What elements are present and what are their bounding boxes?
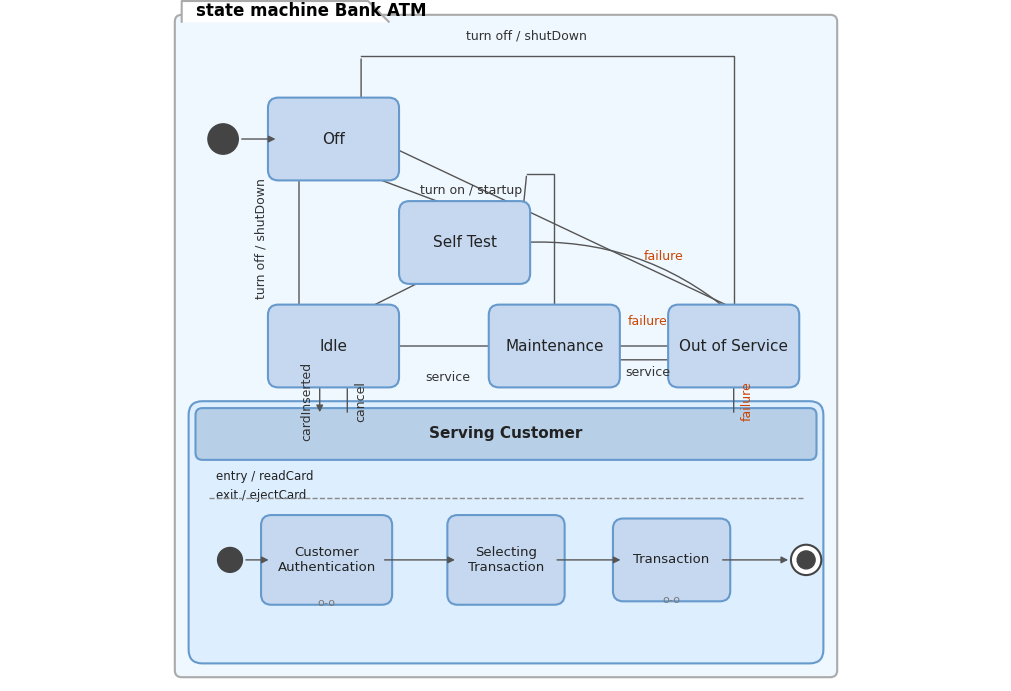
Text: failure: failure [627,315,666,328]
FancyBboxPatch shape [261,515,392,605]
Text: entry / readCard
exit / ejectCard: entry / readCard exit / ejectCard [216,470,313,502]
Text: service: service [625,366,669,379]
Text: turn off / shutDown: turn off / shutDown [255,179,267,299]
Circle shape [797,551,814,569]
Text: cancel: cancel [354,381,367,422]
FancyBboxPatch shape [613,518,730,601]
Text: o-o: o-o [317,598,336,607]
FancyBboxPatch shape [188,401,823,663]
Circle shape [791,545,821,575]
Text: Selecting
Transaction: Selecting Transaction [467,546,544,574]
Text: Off: Off [321,131,345,146]
FancyBboxPatch shape [268,305,398,388]
Text: Customer
Authentication: Customer Authentication [277,546,375,574]
Text: turn off / shutDown: turn off / shutDown [466,30,586,42]
Text: failure: failure [740,381,753,421]
Text: Self Test: Self Test [432,235,496,250]
FancyBboxPatch shape [398,201,530,284]
Text: Idle: Idle [319,339,347,354]
Text: cardInserted: cardInserted [299,361,312,441]
Text: Transaction: Transaction [633,553,709,567]
Text: Maintenance: Maintenance [504,339,603,354]
FancyBboxPatch shape [195,408,816,460]
Text: o-o: o-o [662,595,680,605]
Polygon shape [182,1,388,21]
Text: Serving Customer: Serving Customer [429,426,582,441]
Text: turn on / startup: turn on / startup [420,184,522,197]
Circle shape [217,547,243,572]
FancyBboxPatch shape [488,305,619,388]
FancyBboxPatch shape [667,305,799,388]
Text: Out of Service: Out of Service [678,339,788,354]
Text: service: service [425,370,469,384]
FancyBboxPatch shape [268,97,398,180]
FancyBboxPatch shape [175,15,836,677]
Text: state machine Bank ATM: state machine Bank ATM [195,2,426,20]
Circle shape [207,124,238,154]
Text: failure: failure [643,250,683,263]
FancyBboxPatch shape [447,515,564,605]
